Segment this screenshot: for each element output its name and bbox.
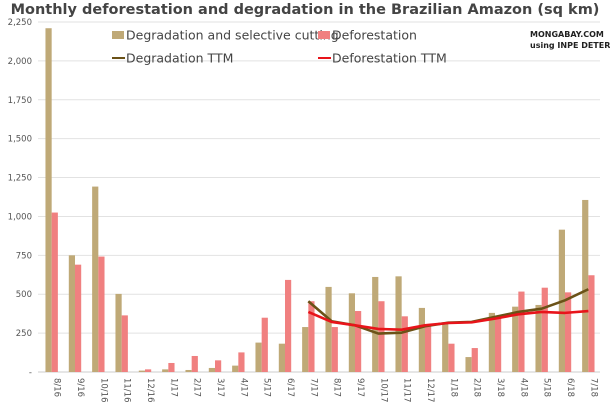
x-tick-label: 11/17 <box>402 378 412 403</box>
y-tick-label: 250 <box>16 329 32 339</box>
bar-degradation <box>278 343 285 372</box>
bar-deforestation <box>51 212 58 372</box>
bar-deforestation <box>588 275 595 372</box>
bar-deforestation <box>565 292 572 372</box>
legend-label: Deforestation <box>332 28 417 43</box>
bar-deforestation <box>425 325 432 372</box>
x-tick-label: 12/17 <box>425 378 435 403</box>
x-tick-label: 8/16 <box>52 378 62 397</box>
x-tick-label: 7/18 <box>588 378 598 397</box>
bar-degradation <box>512 306 519 372</box>
bar-degradation <box>488 312 495 372</box>
y-tick-label: 500 <box>16 290 32 300</box>
x-tick-label: 2/18 <box>472 378 482 397</box>
x-tick-label: 3/17 <box>215 378 225 397</box>
bar-deforestation <box>121 315 128 372</box>
x-tick-label: 2/17 <box>192 378 202 397</box>
x-tick-label: 12/16 <box>145 378 155 403</box>
bar-deforestation <box>75 264 82 372</box>
bar-deforestation <box>518 291 525 372</box>
y-tick-label: 1,000 <box>8 212 32 222</box>
x-tick-label: 10/16 <box>98 378 108 403</box>
x-tick-label: 10/17 <box>378 378 388 403</box>
x-tick-label: 6/17 <box>285 378 295 397</box>
bar-degradation <box>185 369 192 372</box>
legend-label: Degradation TTM <box>126 51 233 66</box>
bar-deforestation <box>145 369 152 372</box>
bar-degradation <box>68 255 75 372</box>
bar-degradation <box>162 369 169 372</box>
bar-deforestation <box>308 301 315 372</box>
bar-deforestation <box>471 348 478 372</box>
x-tick-label: 4/18 <box>518 378 528 397</box>
bar-degradation <box>115 293 122 372</box>
legend-swatch <box>318 31 330 39</box>
y-tick-label: 1,250 <box>8 174 32 184</box>
bar-deforestation <box>238 352 245 372</box>
y-tick-label: - <box>29 368 32 378</box>
bar-degradation <box>92 186 99 372</box>
bar-degradation <box>325 286 332 372</box>
x-tick-label: 11/16 <box>122 378 132 403</box>
bar-degradation <box>45 28 52 372</box>
bar-degradation <box>395 276 402 372</box>
bar-deforestation <box>215 360 222 372</box>
x-tick-label: 1/17 <box>168 378 178 397</box>
bar-degradation <box>302 327 309 372</box>
bar-deforestation <box>495 316 502 372</box>
x-tick-label: 9/17 <box>355 378 365 397</box>
bar-deforestation <box>401 316 408 372</box>
y-tick-label: 1,750 <box>8 96 32 106</box>
bar-degradation <box>442 323 449 372</box>
legend-label: Deforestation TTM <box>332 51 447 66</box>
x-tick-label: 6/18 <box>565 378 575 397</box>
x-tick-label: 7/17 <box>308 378 318 397</box>
bar-deforestation <box>168 362 175 372</box>
bar-degradation <box>348 293 355 372</box>
bar-deforestation <box>541 287 548 372</box>
bar-deforestation <box>261 317 268 372</box>
source-label: MONGABAY.COM <box>530 30 604 39</box>
x-tick-label: 9/16 <box>75 378 85 397</box>
bar-deforestation <box>285 279 292 372</box>
x-tick-label: 5/18 <box>542 378 552 397</box>
source-label: using INPE DETER-B <box>530 41 610 50</box>
y-tick-label: 2,250 <box>8 18 32 28</box>
bar-deforestation <box>331 327 338 372</box>
bar-degradation <box>208 367 215 372</box>
bar-degradation <box>138 370 145 372</box>
x-tick-label: 1/18 <box>448 378 458 397</box>
bar-deforestation <box>448 343 455 372</box>
bar-deforestation <box>378 301 385 372</box>
y-tick-label: 2,000 <box>8 57 32 67</box>
y-tick-label: 750 <box>16 251 32 261</box>
x-tick-label: 5/17 <box>262 378 272 397</box>
line-deforestation-ttm <box>307 309 589 331</box>
bar-degradation <box>535 304 542 372</box>
x-tick-label: 4/17 <box>238 378 248 397</box>
x-tick-label: 8/17 <box>332 378 342 397</box>
bar-deforestation <box>355 311 362 372</box>
y-tick-label: 1,500 <box>8 135 32 145</box>
bar-degradation <box>255 342 262 372</box>
bar-degradation <box>582 199 589 372</box>
bar-degradation <box>418 307 425 372</box>
bar-deforestation <box>98 256 105 372</box>
legend-swatch <box>112 31 124 39</box>
legend-label: Degradation and selective cutting <box>126 28 339 43</box>
bar-degradation <box>232 365 239 372</box>
chart-title: Monthly deforestation and degradation in… <box>10 2 600 18</box>
bar-deforestation <box>191 355 198 372</box>
bar-degradation <box>372 276 379 372</box>
x-tick-label: 3/18 <box>495 378 505 397</box>
bar-degradation <box>465 357 472 372</box>
